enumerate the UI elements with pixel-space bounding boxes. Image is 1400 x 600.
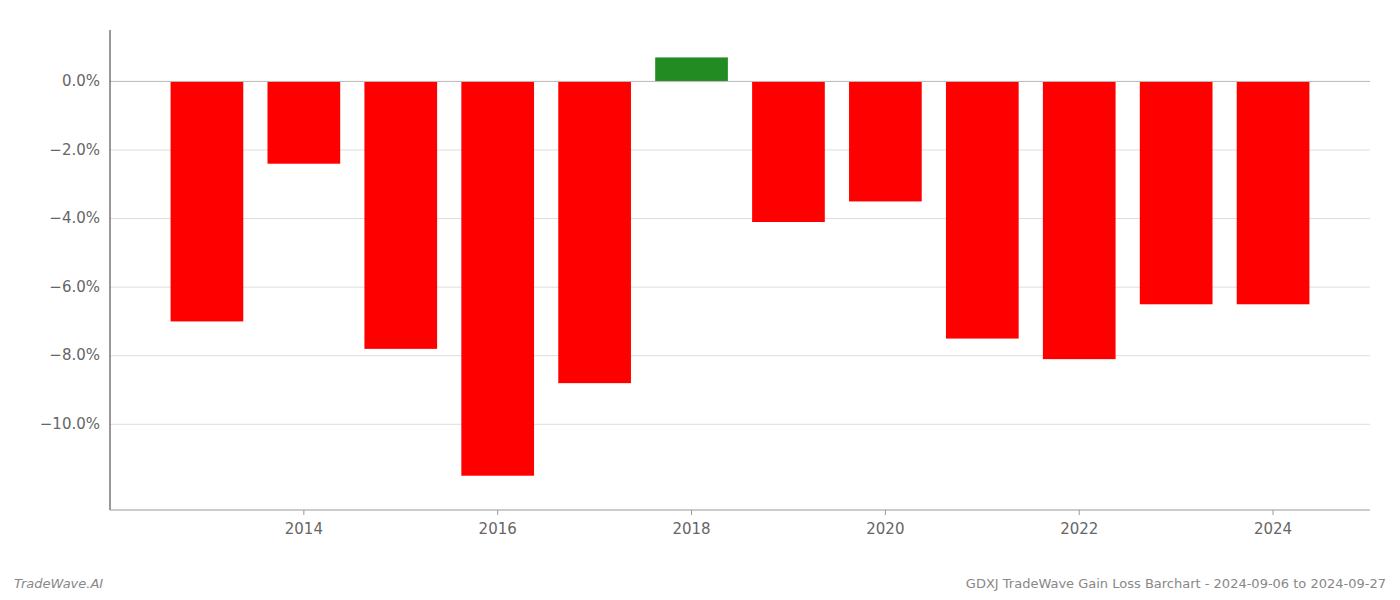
chart: 0.0%−2.0%−4.0%−6.0%−8.0%−10.0%2014201620…	[0, 0, 1400, 600]
y-tick-label: −2.0%	[49, 141, 100, 159]
x-tick-label: 2020	[866, 520, 904, 538]
x-tick	[885, 510, 886, 515]
y-axis-line	[110, 30, 111, 510]
x-axis-line	[110, 510, 1370, 511]
y-tick-label: 0.0%	[62, 72, 100, 90]
x-axis-ticks: 2014 2016 2018 2020 2022 2024	[285, 510, 1292, 538]
bar	[655, 57, 728, 81]
bar	[1043, 81, 1116, 359]
bar	[946, 81, 1019, 338]
y-axis-ticks: 0.0% −2.0% −4.0% −6.0% −8.0% −10.0%	[40, 72, 100, 433]
bar	[558, 81, 631, 383]
x-tick	[303, 510, 304, 515]
bars	[171, 57, 1310, 475]
x-tick-label: 2014	[285, 520, 323, 538]
bar	[1140, 81, 1213, 304]
grid-line	[110, 424, 1370, 425]
x-tick-label: 2016	[479, 520, 517, 538]
y-tick-label: −4.0%	[49, 209, 100, 227]
bar	[752, 81, 825, 222]
x-tick	[691, 510, 692, 515]
zero-line	[110, 81, 1370, 82]
footer-text: GDXJ TradeWave Gain Loss Barchart - 2024…	[966, 576, 1386, 591]
bar	[849, 81, 922, 201]
chart-container: 0.0%−2.0%−4.0%−6.0%−8.0%−10.0%2014201620…	[0, 0, 1400, 600]
grid-line	[110, 81, 1370, 82]
x-tick-label: 2024	[1254, 520, 1292, 538]
footer-text: TradeWave.AI	[14, 576, 103, 591]
bar	[1237, 81, 1310, 304]
y-tick-label: −6.0%	[49, 278, 100, 296]
y-tick-label: −8.0%	[49, 346, 100, 364]
grid-line	[110, 355, 1370, 356]
footer: TradeWave.AI GDXJ TradeWave Gain Loss Bar…	[14, 576, 1386, 591]
x-tick-label: 2018	[672, 520, 710, 538]
bar	[461, 81, 534, 475]
bar	[364, 81, 437, 348]
y-grid	[110, 81, 1370, 424]
x-tick	[1273, 510, 1274, 515]
bar	[171, 81, 244, 321]
y-tick-label: −10.0%	[40, 415, 100, 433]
x-tick	[1079, 510, 1080, 515]
x-tick-label: 2022	[1060, 520, 1098, 538]
bar	[268, 81, 341, 163]
x-tick	[497, 510, 498, 515]
